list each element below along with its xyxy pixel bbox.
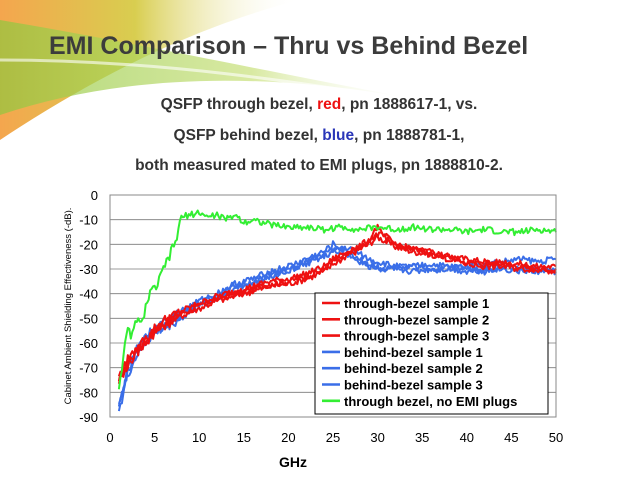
x-tick-label: 15 xyxy=(237,430,251,445)
x-tick-label: 5 xyxy=(151,430,158,445)
legend-label: through-bezel sample 2 xyxy=(344,312,489,327)
x-tick-label: 0 xyxy=(106,430,113,445)
y-tick-label: -60 xyxy=(79,336,98,351)
y-tick-label: -50 xyxy=(79,311,98,326)
y-tick-label: -40 xyxy=(79,287,98,302)
y-tick-label: -70 xyxy=(79,361,98,376)
x-tick-labels: 0 5 10 15 20 25 30 35 40 45 50 xyxy=(106,430,563,445)
caption-line-1-text-end: , pn 1888617-1, vs. xyxy=(341,96,478,113)
legend-box xyxy=(314,292,549,415)
x-tick-label: 45 xyxy=(504,430,518,445)
y-tick-label: 0 xyxy=(91,188,98,203)
series-layer xyxy=(117,209,557,412)
caption-line-1: QSFP through bezel, red, pn 1888617-1, v… xyxy=(0,96,638,114)
series-line-3 xyxy=(117,231,557,384)
caption-line-2-text-end: , pn 1888781-1, xyxy=(354,127,465,144)
y-tick-labels: 0 -10 -20 -30 -40 -50 -60 -70 -80 -90 xyxy=(79,188,98,425)
series-line-2 xyxy=(117,223,557,382)
slide-title: EMI Comparison – Thru vs Behind Bezel xyxy=(49,32,529,60)
caption-line-2-text-start: QSFP behind bezel, xyxy=(173,127,323,144)
y-tick-label: -10 xyxy=(79,213,98,228)
y-tick-label: -80 xyxy=(79,385,98,400)
x-tick-label: 50 xyxy=(549,430,563,445)
y-tick-label: -20 xyxy=(79,237,98,252)
series-line-7 xyxy=(117,209,557,390)
legend-label: behind-bezel sample 3 xyxy=(344,378,483,393)
plot-frame xyxy=(109,194,557,418)
x-tick-label: 25 xyxy=(326,430,340,445)
legend-label: through-bezel sample 1 xyxy=(344,296,489,311)
x-tick-label: 20 xyxy=(281,430,295,445)
x-tick-label: 30 xyxy=(370,430,384,445)
caption-line-1-text-start: QSFP through bezel, xyxy=(160,96,318,113)
caption-red-word: red xyxy=(317,96,342,113)
y-axis-label: Cabinet Ambient Shielding Effectiveness … xyxy=(63,208,74,405)
x-tick-label: 40 xyxy=(460,430,474,445)
y-tick-label: -90 xyxy=(79,410,98,425)
x-tick-label: 35 xyxy=(415,430,429,445)
x-axis-label: GHz xyxy=(279,454,307,470)
x-tick-label: 10 xyxy=(192,430,206,445)
legend-label: behind-bezel sample 1 xyxy=(344,345,483,360)
caption-line-2: QSFP behind bezel, blue, pn 1888781-1, xyxy=(0,127,638,145)
legend-label: through bezel, no EMI plugs xyxy=(344,394,517,409)
caption-line-3: both measured mated to EMI plugs, pn 188… xyxy=(135,157,503,174)
legend-label: through-bezel sample 3 xyxy=(344,329,489,344)
legend-label: behind-bezel sample 2 xyxy=(344,361,483,376)
caption-blue-word: blue xyxy=(322,127,355,144)
y-tick-label: -30 xyxy=(79,262,98,277)
